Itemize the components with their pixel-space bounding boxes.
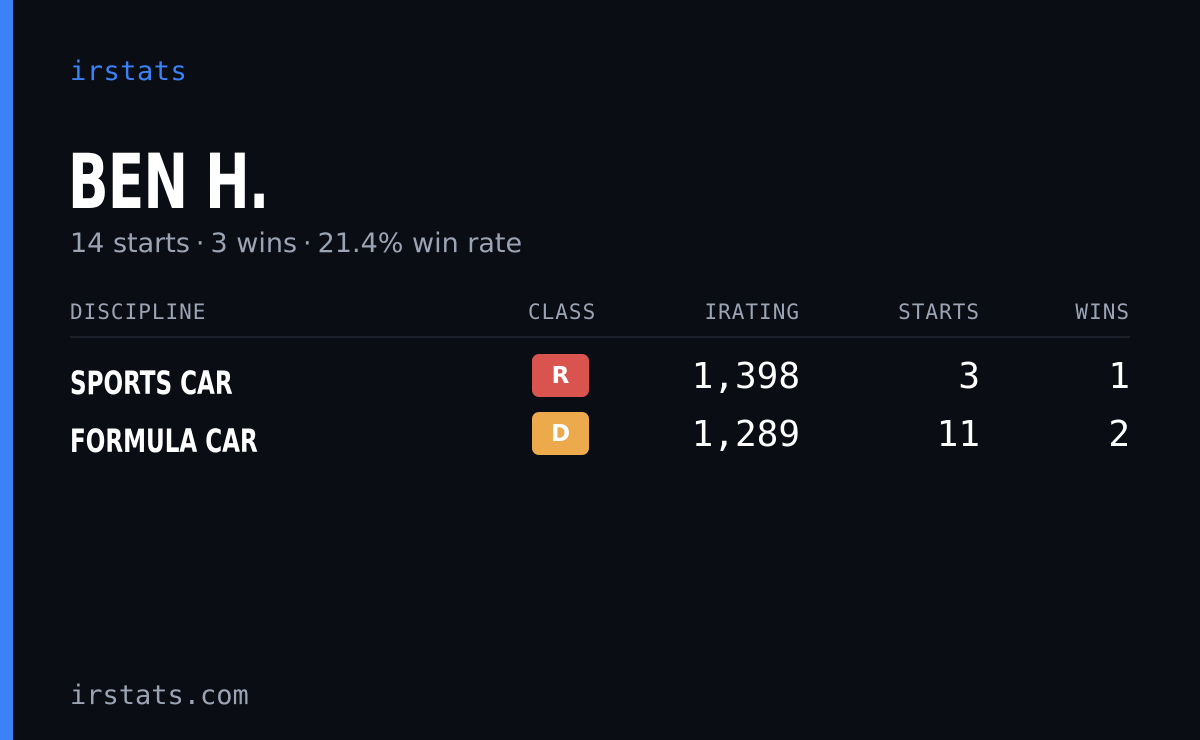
header-irating: IRATING — [704, 300, 800, 324]
license-class-badge: R — [532, 354, 589, 397]
discipline-name: FORMULA CAR — [70, 422, 258, 460]
summary-separator: · — [303, 228, 312, 259]
accent-bar — [0, 0, 13, 740]
header-class: CLASS — [528, 300, 597, 324]
discipline-stats-table: DISCIPLINE CLASS IRATING STARTS WINS SPO… — [70, 296, 1130, 470]
driver-summary: 14 starts · 3 wins · 21.4% win rate — [70, 228, 522, 259]
brand-logo: irstats — [70, 56, 188, 87]
starts-value: 11 — [936, 414, 980, 455]
driver-name: BEN H. — [68, 137, 269, 226]
summary-starts: 14 starts — [70, 228, 190, 259]
starts-value: 3 — [958, 356, 980, 397]
irating-value: 1,398 — [691, 356, 800, 397]
table-header-row: DISCIPLINE CLASS IRATING STARTS WINS — [70, 296, 1130, 338]
footer-domain: irstats.com — [70, 680, 249, 711]
table-row: FORMULA CAR D 1,289 11 2 — [70, 412, 1130, 470]
table-row: SPORTS CAR R 1,398 3 1 — [70, 354, 1130, 412]
summary-separator: · — [195, 228, 205, 259]
summary-wins: 3 wins — [210, 228, 298, 259]
header-wins: WINS — [1075, 300, 1130, 324]
header-discipline: DISCIPLINE — [70, 300, 207, 324]
license-class-badge: D — [532, 412, 589, 455]
wins-value: 1 — [1108, 356, 1130, 397]
wins-value: 2 — [1108, 414, 1130, 455]
summary-win-rate: 21.4% win rate — [317, 228, 523, 259]
header-starts: STARTS — [898, 300, 980, 324]
discipline-name: SPORTS CAR — [70, 364, 233, 402]
irating-value: 1,289 — [691, 414, 800, 455]
